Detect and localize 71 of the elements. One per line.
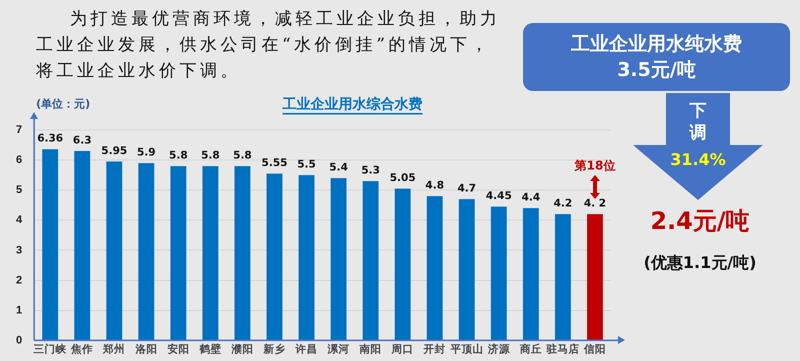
bar (266, 174, 282, 340)
x-tick-label: 鹤壁 (198, 342, 222, 356)
y-tick-label: 6 (16, 154, 22, 166)
text: 为打造最优营商环境，减轻工业企业负担，助力工业企业发展，供水公司在“水价倒挂”的情况下，将工业企业水价下调。 (36, 8, 502, 83)
bar (234, 166, 250, 340)
bar (170, 166, 186, 340)
x-tick-label: 新乡 (262, 342, 286, 356)
x-tick-label: 三门峡 (34, 342, 68, 356)
y-tick-label: 7 (16, 124, 22, 136)
bar (490, 206, 507, 340)
y-tick-label: 3 (16, 244, 22, 256)
bar (138, 163, 154, 340)
bar (74, 151, 90, 340)
y-tick-label: 1 (16, 304, 22, 316)
chart-title: 工业企业用水综合水费 (282, 96, 423, 113)
data-label: 5.4 (329, 162, 348, 174)
x-tick-label: 许昌 (294, 342, 318, 356)
y-tick-label: 5 (16, 184, 22, 196)
data-label: 6.36 (37, 132, 64, 145)
data-label: 5.55 (262, 157, 288, 170)
data-label: 5.95 (101, 145, 128, 158)
x-tick-label: 信阳 (582, 342, 606, 356)
bar (42, 149, 58, 340)
data-label: 5.3 (361, 164, 380, 177)
bar (394, 188, 411, 340)
x-tick-label: 开封 (422, 342, 446, 356)
bar (522, 208, 539, 340)
x-tick-label: 南阳 (358, 342, 382, 356)
data-label: 6.3 (72, 134, 92, 147)
data-label: 5.05 (390, 172, 416, 184)
data-label: 4.45 (486, 190, 512, 202)
x-tick-label: 洛阳 (134, 342, 158, 356)
text: (优惠1.1元/吨) (642, 253, 758, 274)
y-tick-label: 4 (16, 214, 23, 226)
y-tick-label: 2 (16, 274, 22, 286)
x-tick-label: 周口 (390, 344, 414, 356)
data-label: 5.8 (169, 150, 188, 162)
annotation: 第18位 (574, 158, 616, 172)
data-label: 5.8 (233, 150, 252, 162)
x-tick-label: 平顶山 (449, 342, 484, 356)
data-label: 4. 2 (584, 198, 606, 210)
x-tick-label: 郑州 (102, 342, 126, 356)
bar (106, 162, 122, 340)
x-tick-label: 安阳 (167, 342, 190, 356)
bar (362, 181, 379, 340)
bar (554, 214, 571, 340)
text: 2.4元/吨 (650, 207, 750, 235)
x-tick-label: 漯河 (326, 342, 350, 356)
text: 31.4% (669, 150, 727, 169)
bar (330, 178, 347, 340)
bar (587, 214, 603, 340)
data-label: 4.8 (425, 180, 444, 192)
data-label: 4.7 (457, 182, 476, 195)
data-label: 4.2 (554, 198, 572, 210)
x-tick-label: 焦作 (70, 342, 94, 356)
data-label: 4.4 (522, 192, 540, 204)
data-label: 5.8 (201, 150, 220, 162)
bar (298, 175, 314, 340)
text: 工业企业用水纯水费 3.5元/吨 (523, 23, 790, 91)
x-tick-label: 驻马店 (545, 342, 580, 356)
x-tick-label: 商丘 (518, 342, 542, 356)
y-tick-label: 0 (16, 334, 22, 346)
text: 下调 (688, 100, 708, 144)
data-label: 5.9 (136, 146, 156, 159)
x-tick-label: 濮阳 (230, 342, 254, 356)
x-tick-label: 济源 (486, 342, 511, 356)
bar (426, 196, 443, 340)
bar (202, 166, 218, 340)
y-axis-title: (单位：元) (36, 97, 90, 110)
bar (458, 199, 475, 340)
data-label: 5.5 (297, 158, 316, 171)
